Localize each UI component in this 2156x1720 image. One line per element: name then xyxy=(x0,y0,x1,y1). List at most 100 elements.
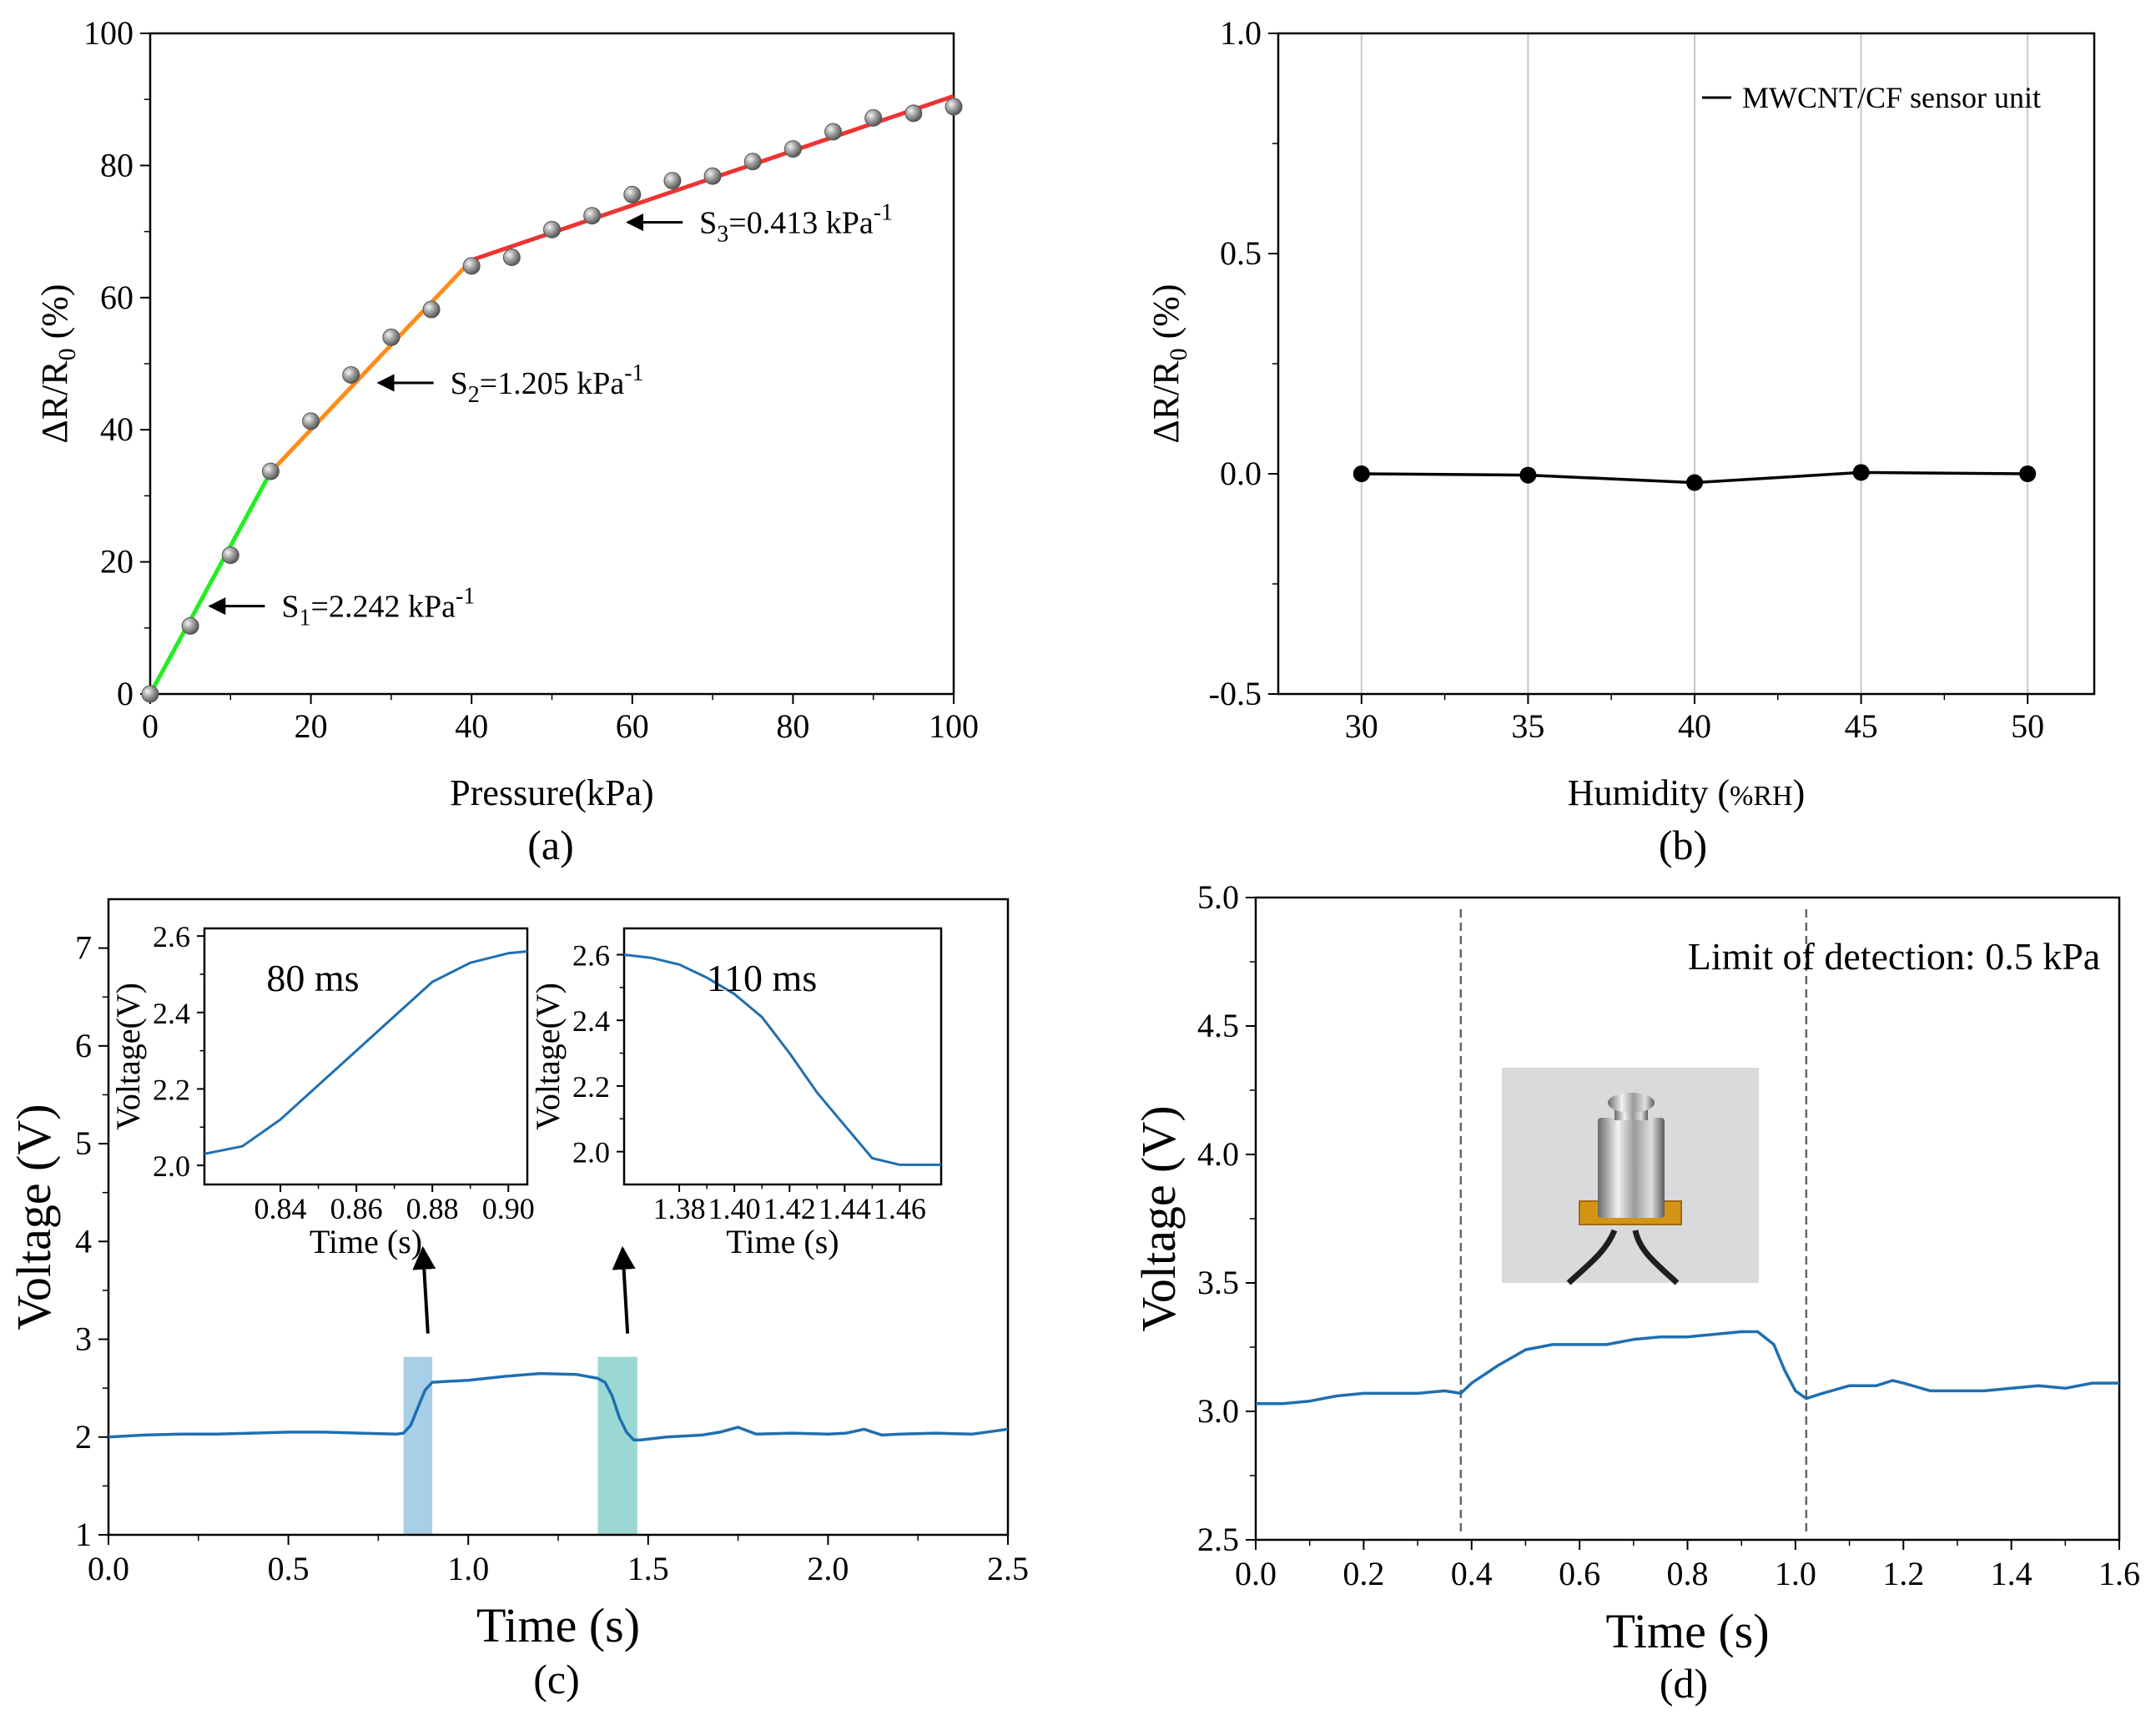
inset-chart-2: 1.38 1.40 1.42 1.44 1.46 2.0 2.2 2.4 2.6 110 ms Ti… xyxy=(529,927,943,1260)
x-tick-label: 30 xyxy=(1345,707,1378,745)
x-tick-label: 0.2 xyxy=(1342,1555,1384,1592)
x-tick-label: 0.6 xyxy=(1559,1555,1600,1592)
y-tick-label: 2.5 xyxy=(1197,1521,1239,1558)
y-axis-label: Voltage (V) xyxy=(7,1104,61,1330)
fit-line-1 xyxy=(148,470,273,696)
x-tick-label: 45 xyxy=(1845,707,1878,745)
x-tick-label: 1.2 xyxy=(1882,1555,1924,1592)
y-tick-label: 80 xyxy=(100,146,133,184)
x-tick-label: 80 xyxy=(776,707,809,745)
sensor-wire-right xyxy=(1632,1230,1680,1285)
y-tick-label: 1 xyxy=(75,1516,92,1553)
panel-c-label: (c) xyxy=(533,1656,580,1702)
inset-series-line xyxy=(623,953,941,1166)
y-tick-label: 6 xyxy=(75,1027,92,1064)
x-axis-label: Pressure(kPa) xyxy=(450,772,653,813)
chart-panel-b: 30 35 40 45 50 -0.5 0.0 0.5 1.0 MWCNT/CF sensor u… xyxy=(1146,14,2096,868)
annotation-label-3: S3=0.413 kPa-1 xyxy=(699,200,893,248)
y-tick-label: -0.5 xyxy=(1209,675,1262,712)
y-tick-label: 2.2 xyxy=(572,1070,610,1104)
x-tick-label: 1.40 xyxy=(708,1192,761,1225)
x-axis-label: Humidity (%RH) xyxy=(1568,772,1806,813)
inset-series-line xyxy=(204,950,528,1155)
chart-panel-d: 0.0 0.2 0.4 0.6 0.8 1.0 1.2 1.4 1.6 2.5 3.0 3.5 4.0 4… xyxy=(1131,878,2140,1707)
series-point xyxy=(1685,474,1703,491)
plot-frame xyxy=(203,927,529,1186)
inset-background xyxy=(204,928,527,1184)
x-tick-label: 100 xyxy=(929,707,979,745)
y-tick-label: 2 xyxy=(75,1418,92,1456)
x-tick-label: 0.90 xyxy=(482,1192,535,1225)
x-tick-label: 1.0 xyxy=(1775,1555,1816,1592)
x-tick-label: 20 xyxy=(295,707,328,745)
data-point xyxy=(583,207,602,225)
x-axis-label: Time (s) xyxy=(1605,1604,1769,1658)
y-axis-label: ΔR/R0 (%) xyxy=(1146,284,1192,443)
data-point xyxy=(462,257,481,275)
fit-line-2 xyxy=(269,258,474,474)
x-tick-label: 0 xyxy=(142,707,159,745)
x-tick-label: 40 xyxy=(455,707,488,745)
data-point xyxy=(502,248,521,266)
panel-a-label: (a) xyxy=(527,822,574,868)
plot-frame xyxy=(622,927,943,1186)
y-tick-label: 1.0 xyxy=(1220,14,1262,52)
inset-arrow-2 xyxy=(612,1245,636,1334)
annotation-label-1: S1=2.242 kPa-1 xyxy=(281,584,475,631)
limit-of-detection-label: Limit of detection: 0.5 kPa xyxy=(1688,935,2100,978)
panel-d-label: (d) xyxy=(1660,1660,1708,1707)
data-point xyxy=(623,185,642,204)
x-tick-label: 1.38 xyxy=(653,1192,706,1225)
highlight-band-1 xyxy=(403,1356,433,1535)
inset-x-axis-label: Time (s) xyxy=(726,1223,839,1260)
x-tick-label: 1.44 xyxy=(819,1192,871,1225)
annotation-label-2: S2=1.205 kPa-1 xyxy=(451,360,644,408)
y-tick-label: 0.5 xyxy=(1220,234,1262,272)
x-tick-label: 0.0 xyxy=(1235,1555,1277,1592)
data-point xyxy=(181,616,199,635)
weight-photo xyxy=(1502,1068,1759,1285)
data-point xyxy=(743,153,762,171)
y-tick-label: 4.0 xyxy=(1197,1135,1239,1173)
data-point xyxy=(864,108,883,127)
y-tick-label: 2.4 xyxy=(572,1004,610,1038)
data-point xyxy=(342,365,360,384)
y-tick-label: 7 xyxy=(75,929,92,967)
series-line xyxy=(1256,1330,2119,1406)
x-tick-label: 2.5 xyxy=(987,1550,1029,1587)
data-point xyxy=(261,462,280,480)
data-point xyxy=(824,123,843,141)
x-tick-label: 1.46 xyxy=(874,1192,926,1225)
series-point xyxy=(2019,465,2037,482)
y-tick-label: 3.5 xyxy=(1197,1264,1239,1301)
y-tick-label: 5.0 xyxy=(1197,878,1239,916)
weight-body xyxy=(1598,1118,1665,1218)
data-point xyxy=(945,98,963,116)
y-tick-label: 0.0 xyxy=(1220,455,1262,492)
data-point xyxy=(221,546,239,565)
y-tick-label: 3.0 xyxy=(1197,1392,1239,1430)
x-tick-label: 0.5 xyxy=(268,1550,310,1587)
series-point xyxy=(1353,465,1370,482)
data-point xyxy=(663,172,682,190)
y-tick-label: 2.0 xyxy=(153,1149,190,1183)
x-tick-label: 0.8 xyxy=(1667,1555,1709,1592)
data-point xyxy=(141,685,159,703)
series-line xyxy=(108,1371,1009,1442)
y-tick-label: 3 xyxy=(75,1320,92,1358)
data-point xyxy=(783,140,802,158)
x-tick-label: 0.88 xyxy=(406,1192,459,1225)
y-tick-label: 100 xyxy=(83,14,133,52)
x-tick-label: 60 xyxy=(616,707,649,745)
sensor-wire-left xyxy=(1566,1229,1618,1285)
y-axis-label: ΔR/R0 (%) xyxy=(34,284,81,443)
data-point xyxy=(703,167,722,185)
x-tick-label: 35 xyxy=(1511,707,1544,745)
x-tick-label: 0.4 xyxy=(1451,1555,1493,1592)
series-point xyxy=(1519,466,1537,484)
x-tick-label: 0.0 xyxy=(88,1550,129,1587)
weight-knob xyxy=(1608,1093,1655,1113)
legend-label: MWCNT/CF sensor unit xyxy=(1742,81,2041,114)
x-tick-label: 0.84 xyxy=(254,1192,307,1225)
x-tick-label: 1.4 xyxy=(1991,1555,2033,1592)
